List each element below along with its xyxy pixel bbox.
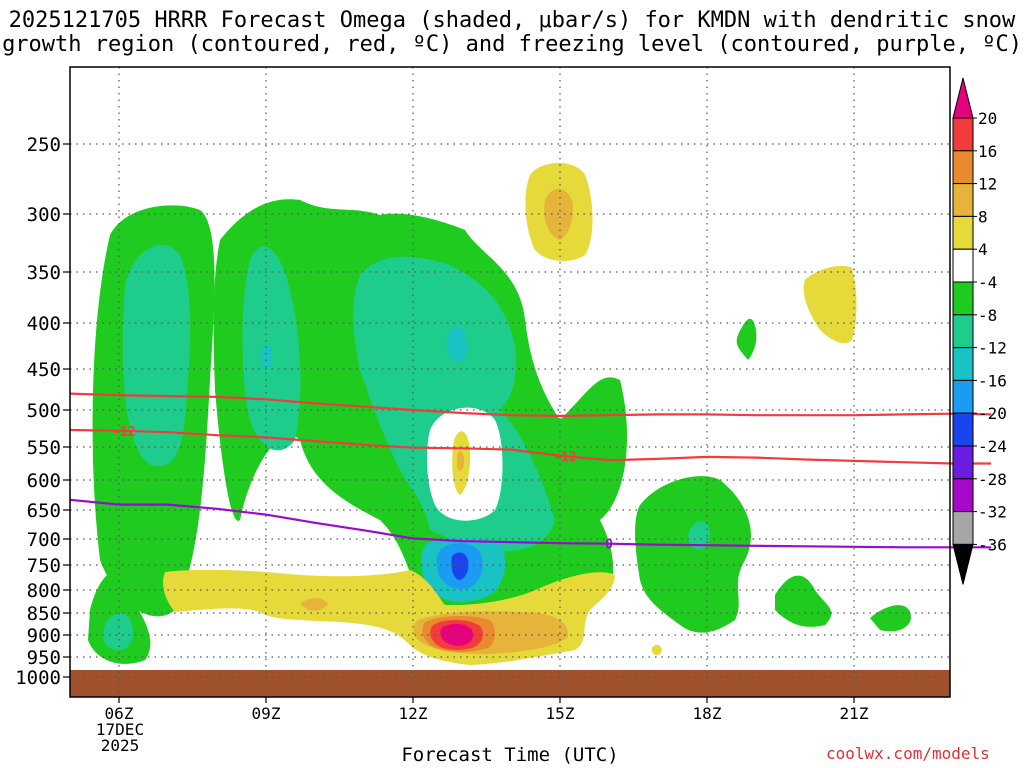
omega-region bbox=[870, 605, 911, 632]
ground-surface bbox=[70, 670, 950, 697]
colorbar-label: 12 bbox=[978, 175, 997, 194]
grid bbox=[70, 67, 950, 697]
omega-region bbox=[446, 326, 468, 362]
colorbar-label: -20 bbox=[978, 404, 1007, 423]
colorbar-bin bbox=[952, 117, 974, 152]
colorbar-bin bbox=[952, 379, 974, 414]
freezing-level-label: 0 bbox=[605, 538, 613, 553]
omega-region bbox=[635, 476, 751, 633]
contour-label-12-west: -12 bbox=[112, 425, 135, 440]
x-tick-label: 12Z bbox=[399, 704, 428, 723]
x-tick-label: 21Z bbox=[840, 704, 869, 723]
colorbar-bin bbox=[952, 478, 974, 513]
omega-colorbar: 20 16 12 8 4 -4 -8 -12 -16 -20 -24 -28 -32 -36 bbox=[952, 77, 1007, 585]
omega-region bbox=[775, 575, 832, 627]
plot-frame bbox=[69, 66, 951, 698]
date-label-year: 2025 bbox=[100, 736, 140, 755]
y-tick-label: 300 bbox=[27, 204, 61, 226]
x-tick-label: 15Z bbox=[546, 704, 575, 723]
freezing-level-line bbox=[69, 498, 992, 549]
y-tick-label: 700 bbox=[27, 529, 61, 551]
colorbar-label: -4 bbox=[978, 273, 997, 292]
time-axis: 06Z 09Z 12Z 15Z 18Z 21Z bbox=[105, 697, 869, 723]
omega-shading bbox=[70, 162, 950, 697]
colorbar-label: -12 bbox=[978, 339, 1007, 358]
colorbar-label: 20 bbox=[978, 109, 997, 128]
y-tick-label: 500 bbox=[27, 400, 61, 422]
omega-region bbox=[687, 521, 711, 550]
colorbar-bin bbox=[952, 445, 974, 480]
colorbar-label: 16 bbox=[978, 142, 997, 161]
credit-link[interactable]: coolwx.com/models bbox=[826, 744, 990, 763]
omega-region bbox=[451, 552, 469, 580]
omega-region bbox=[457, 450, 464, 471]
y-tick-label: 400 bbox=[27, 313, 61, 335]
y-tick-label: 350 bbox=[27, 262, 61, 284]
colorbar-bottom-arrow bbox=[952, 543, 974, 585]
colorbar-bin bbox=[952, 183, 974, 217]
omega-region bbox=[262, 344, 272, 370]
omega-region bbox=[300, 598, 328, 611]
colorbar-label: -28 bbox=[978, 470, 1007, 489]
y-tick-label: 900 bbox=[27, 625, 61, 647]
contour-label-12-east: -12 bbox=[553, 450, 576, 465]
y-tick-label: 1000 bbox=[15, 667, 61, 689]
date-label-day: 17DEC bbox=[95, 720, 145, 739]
colorbar-label: -32 bbox=[978, 503, 1007, 522]
x-tick-label: 06Z bbox=[105, 704, 134, 723]
y-tick-label: 450 bbox=[27, 359, 61, 381]
y-tick-label: 800 bbox=[27, 580, 61, 602]
chart-title-line-1: 2025121705 HRRR Forecast Omega (shaded, … bbox=[8, 8, 1016, 33]
colorbar-top-arrow bbox=[952, 77, 974, 119]
x-axis-label: Forecast Time (UTC) bbox=[401, 744, 619, 766]
omega-region bbox=[803, 265, 857, 344]
colorbar-bin bbox=[952, 511, 974, 545]
colorbar-label: -8 bbox=[978, 306, 997, 325]
chart-title-line-2: growth region (contoured, red, ºC) and f… bbox=[2, 32, 1022, 57]
omega-region bbox=[353, 256, 555, 552]
temperature-contours: -12 -12 0 bbox=[69, 392, 992, 553]
colorbar-bin bbox=[952, 281, 974, 316]
y-tick-label: 950 bbox=[27, 647, 61, 669]
y-tick-label: 250 bbox=[27, 134, 61, 156]
colorbar-bin bbox=[952, 215, 974, 250]
colorbar-label: -36 bbox=[978, 535, 1007, 554]
omega-region bbox=[122, 245, 190, 467]
omega-region bbox=[102, 612, 134, 651]
pressure-axis: 2503003504004505005506006507007508008509… bbox=[15, 134, 70, 689]
colorbar-bin bbox=[952, 150, 974, 185]
omega-region bbox=[652, 644, 662, 656]
y-tick-label: 600 bbox=[27, 470, 61, 492]
dendritic-contour-line bbox=[69, 428, 992, 465]
colorbar-label: 4 bbox=[978, 240, 988, 259]
x-tick-label: 18Z bbox=[693, 704, 722, 723]
x-tick-label: 09Z bbox=[252, 704, 281, 723]
omega-region bbox=[736, 318, 757, 360]
omega-region bbox=[440, 623, 473, 646]
y-tick-label: 650 bbox=[27, 500, 61, 522]
colorbar-label: 8 bbox=[978, 207, 988, 226]
colorbar-bin bbox=[952, 347, 974, 381]
y-tick-label: 850 bbox=[27, 603, 61, 625]
colorbar-bin bbox=[952, 412, 974, 447]
colorbar-label: -16 bbox=[978, 371, 1007, 390]
colorbar-label: -24 bbox=[978, 437, 1007, 456]
colorbar-bin bbox=[952, 248, 974, 283]
colorbar-bin bbox=[952, 314, 974, 349]
y-tick-label: 550 bbox=[27, 437, 61, 459]
y-tick-label: 750 bbox=[27, 555, 61, 577]
dendritic-contour-line bbox=[69, 392, 992, 418]
